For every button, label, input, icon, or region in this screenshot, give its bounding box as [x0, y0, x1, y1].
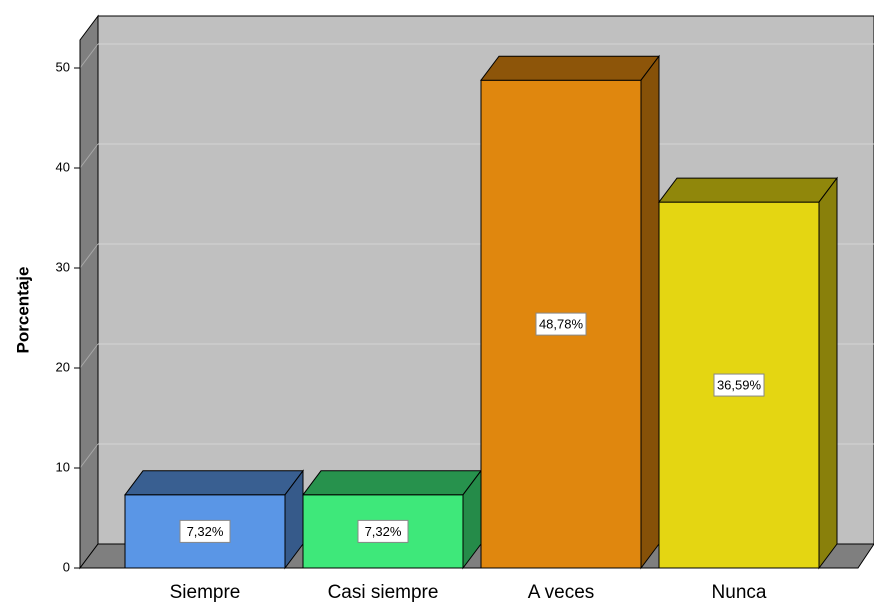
- bar-top: [479, 55, 661, 81]
- bar-top: [124, 470, 304, 496]
- bar-top: [658, 177, 838, 203]
- value-label-box: [535, 312, 587, 336]
- left-wall: [79, 14, 99, 570]
- value-label: 7,32%: [187, 524, 224, 539]
- value-label-box: [179, 519, 231, 543]
- bar: [480, 79, 642, 569]
- value-label-box: [713, 373, 765, 397]
- value-label-box: [357, 519, 409, 543]
- y-tick-label: 10: [56, 459, 70, 474]
- bar-top: [302, 470, 482, 496]
- value-label: 48,78%: [539, 317, 584, 332]
- grid-line: [79, 343, 99, 369]
- bar-side: [640, 54, 660, 570]
- grid-line: [79, 443, 99, 469]
- grid-line: [79, 43, 99, 69]
- value-label: 7,32%: [365, 524, 402, 539]
- x-tick-label: Casi siempre: [328, 582, 439, 603]
- y-tick-label: 40: [56, 159, 70, 174]
- y-tick-label: 30: [56, 259, 70, 274]
- bar-side: [818, 176, 838, 570]
- grid-line: [79, 243, 99, 269]
- y-tick-label: 50: [56, 59, 70, 74]
- grid-line: [79, 143, 99, 169]
- y-tick-label: 0: [63, 559, 70, 574]
- x-tick-label: Siempre: [170, 582, 241, 603]
- x-tick-label: A veces: [528, 582, 595, 603]
- y-tick-label: 20: [56, 359, 70, 374]
- x-tick-label: Nunca: [712, 582, 767, 603]
- value-label: 36,59%: [717, 377, 762, 392]
- y-axis-label: Porcentaje: [13, 267, 32, 354]
